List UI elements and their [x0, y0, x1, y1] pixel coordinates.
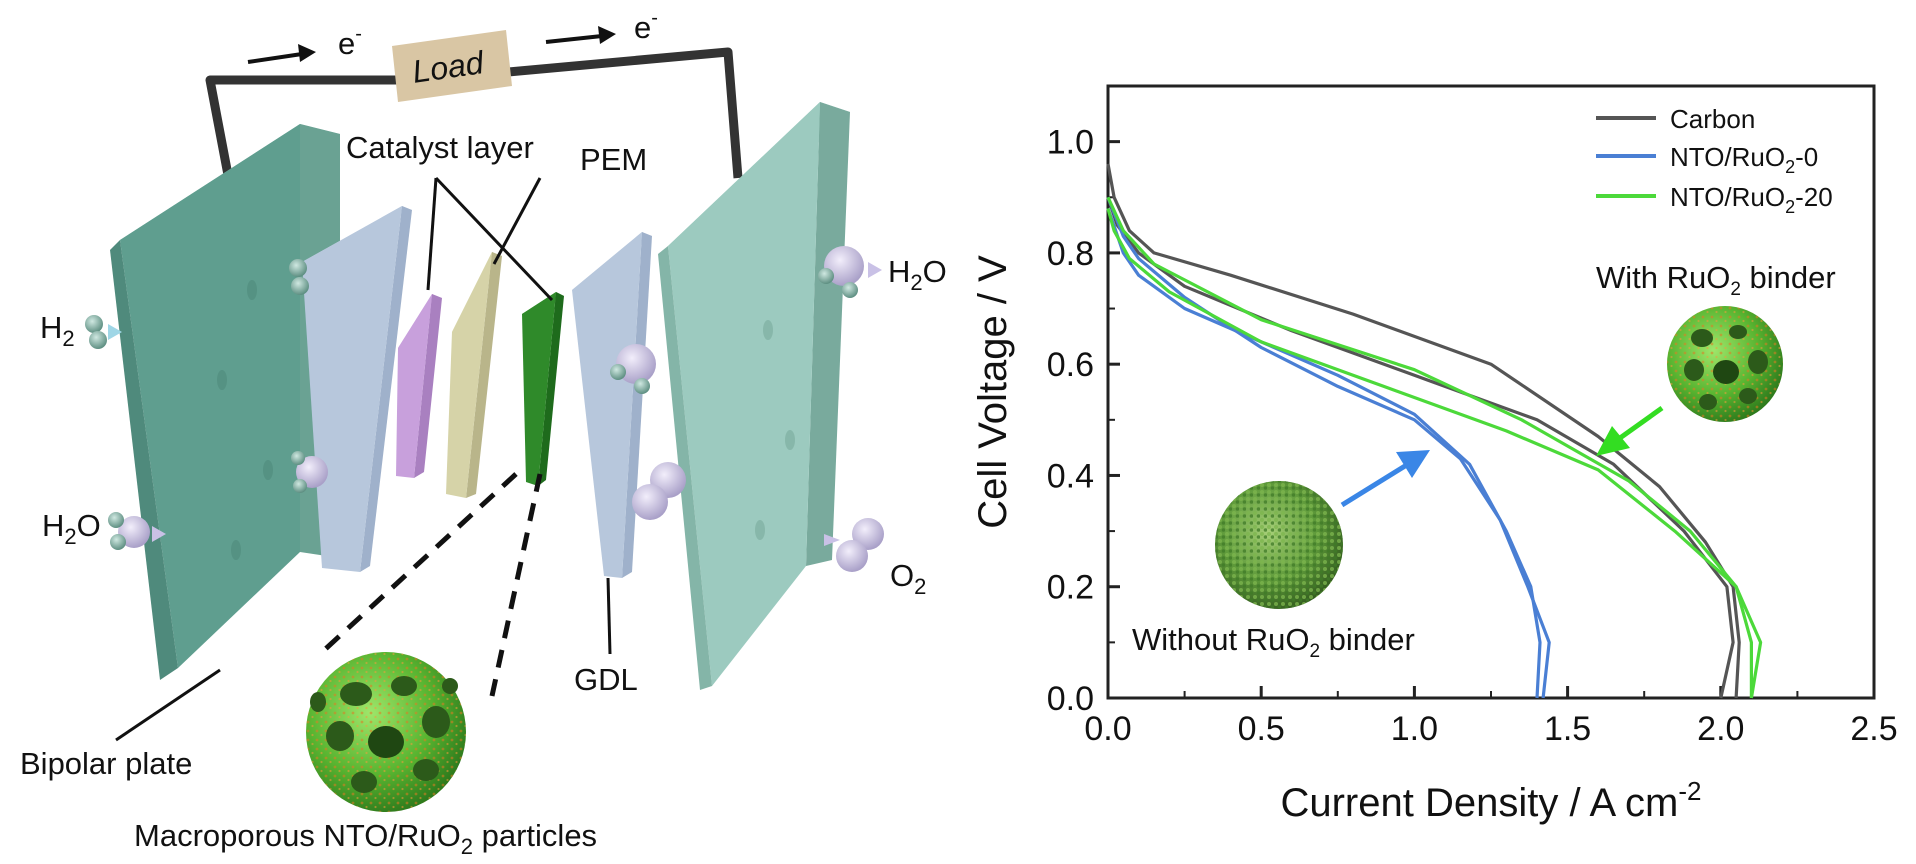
x-tick-label: 1.5: [1544, 710, 1591, 748]
polarization-chart: 0.0 0.5 1.0 1.5 2.0 2.5 0.0 0.2 0.4 0.6 0.8 1.0 Cu…: [971, 84, 1898, 825]
electron-label-left: e-: [338, 23, 362, 61]
bipolar-plate-leader: [115, 668, 221, 742]
y-tick-label: 0.2: [1047, 569, 1094, 607]
h2o-label-left: H2O: [42, 508, 101, 549]
bipolar-plate-left: [110, 124, 340, 680]
electron-arrow-right: [545, 26, 616, 44]
series-line-0-discharge: [1106, 163, 1741, 699]
h2-in-plate-icon: [289, 259, 309, 295]
with-binder-particle-icon: [1667, 306, 1783, 422]
without-binder-arrow: [1340, 450, 1430, 508]
h2o-in-plate-icon: [291, 451, 328, 493]
zoom-line-left: [318, 472, 518, 656]
legend-label-carbon: Carbon: [1670, 104, 1755, 134]
pem-label: PEM: [580, 142, 647, 177]
bipolar-plate-label: Bipolar plate: [20, 746, 192, 781]
legend-label-nto-ruo2-20: NTO/RuO2-20: [1670, 182, 1833, 217]
pem-membrane: [446, 252, 502, 498]
electron-label-right: e-: [634, 7, 658, 45]
catalyst-layer-cathode: [522, 292, 564, 486]
circuit-wire-right: [507, 47, 743, 179]
o2-in-gdl-icon: [632, 462, 686, 520]
macroporous-particle-icon: [306, 652, 466, 812]
h2o-in-gdl-icon: [610, 344, 656, 394]
y-axis: 0.0 0.2 0.4 0.6 0.8 1.0: [1047, 85, 1120, 718]
legend: Carbon NTO/RuO2-0 NTO/RuO2-20: [1596, 104, 1833, 217]
h2o-label-right: H2O: [888, 254, 947, 295]
without-binder-particle-icon: [1215, 481, 1343, 609]
o2-molecule-right-icon: [824, 518, 884, 572]
series-line-2-charge: [1106, 207, 1754, 698]
load-box: Load: [392, 30, 512, 102]
x-axis-title: Current Density / A cm-2: [1280, 776, 1701, 825]
catalyst-layer-anode: [396, 294, 442, 478]
y-tick-label: 1.0: [1047, 124, 1094, 162]
x-tick-label: 2.5: [1850, 710, 1897, 748]
h2o-molecule-right-icon: [818, 246, 882, 298]
h2-label: H2: [40, 310, 75, 351]
particles-label: Macroporous NTO/RuO2 particles: [134, 818, 597, 859]
y-axis-title: Cell Voltage / V: [971, 255, 1015, 529]
h2-molecule-icon: [85, 315, 122, 349]
series-layer: [1106, 163, 1763, 699]
x-tick-label: 0.0: [1084, 710, 1131, 748]
catalyst-layer-label: Catalyst layer: [346, 130, 534, 165]
legend-label-nto-ruo2-0: NTO/RuO2-0: [1670, 142, 1818, 177]
y-tick-label: 0.0: [1047, 680, 1094, 718]
h2o-molecule-left-icon: [108, 512, 166, 550]
gdl-label: GDL: [574, 662, 638, 697]
catalyst-leader-cathode: [434, 176, 554, 302]
series-line-2-discharge: [1106, 196, 1763, 699]
gdl-anode: [302, 206, 412, 572]
x-tick-label: 1.0: [1391, 710, 1438, 748]
circuit-wire: [205, 75, 398, 197]
y-tick-label: 0.4: [1047, 457, 1094, 495]
zoom-line-right: [489, 473, 543, 697]
series-line-1-charge: [1106, 207, 1542, 699]
with-binder-arrow: [1596, 405, 1664, 456]
pem-leader: [492, 177, 542, 265]
gdl-cathode: [572, 232, 652, 578]
catalyst-leader-anode: [426, 177, 438, 291]
o2-label: O2: [890, 558, 926, 599]
annotation-with-binder: With RuO2 binder: [1596, 260, 1836, 300]
x-axis: 0.0 0.5 1.0 1.5 2.0 2.5: [1084, 686, 1898, 748]
bipolar-plate-right: [658, 102, 850, 690]
electron-arrow-left: [247, 44, 316, 64]
annotation-without-binder: Without RuO2 binder: [1132, 622, 1415, 662]
fuel-cell-diagram: Load e- e-: [20, 7, 947, 859]
x-tick-label: 0.5: [1238, 710, 1285, 748]
x-tick-label: 2.0: [1697, 710, 1744, 748]
y-tick-label: 0.6: [1047, 346, 1094, 384]
gdl-leader: [606, 577, 612, 655]
y-tick-label: 0.8: [1047, 235, 1094, 273]
